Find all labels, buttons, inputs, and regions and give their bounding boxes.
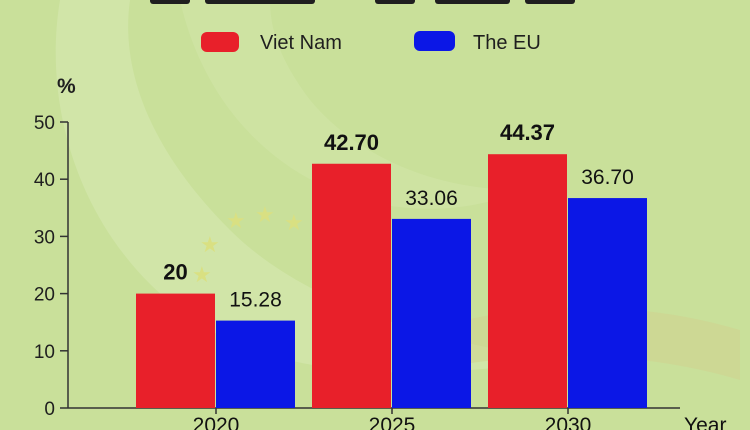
data-label: 15.28 [229, 289, 282, 312]
x-axis-title: Year [684, 414, 726, 430]
y-tick-label: 30 [34, 227, 55, 248]
star-icon: ★ [284, 210, 304, 235]
y-ticks: 0 10 20 30 40 50 [34, 113, 68, 420]
data-label: 44.37 [500, 120, 555, 145]
legend-label-viet-nam: Viet Nam [260, 32, 342, 54]
y-tick-label: 0 [44, 399, 55, 420]
y-tick-label: 10 [34, 342, 55, 363]
legend-label-the-eu: The EU [473, 32, 541, 54]
star-icon: ★ [200, 232, 220, 257]
legend-swatch-the-eu [414, 31, 455, 51]
data-label: 42.70 [324, 130, 379, 155]
x-categories: 2020 2025 2030 [193, 408, 592, 430]
y-tick-label: 40 [34, 170, 55, 191]
star-icon: ★ [255, 202, 275, 227]
star-icon: ★ [192, 262, 212, 287]
legend-swatch-viet-nam [201, 32, 239, 52]
bar-the-eu-2020 [216, 320, 295, 408]
data-label: 20 [163, 260, 187, 285]
x-category-label: 2020 [193, 414, 240, 430]
legend: Viet Nam The EU [201, 31, 541, 54]
x-category-label: 2030 [545, 414, 592, 430]
cropped-title-fragment [150, 0, 575, 4]
x-category-label: 2025 [369, 414, 416, 430]
bar-viet-nam-2030 [488, 154, 567, 408]
bar-the-eu-2030 [568, 198, 647, 408]
data-label: 33.06 [405, 187, 458, 210]
bar-viet-nam-2025 [312, 163, 391, 408]
bar-viet-nam-2020 [136, 293, 215, 408]
data-label: 36.70 [581, 166, 634, 189]
bars: 20 15.28 42.70 33.06 44.37 36.70 [136, 120, 647, 408]
y-tick-label: 20 [34, 285, 55, 306]
star-icon: ★ [226, 208, 246, 233]
bar-the-eu-2025 [392, 218, 471, 408]
y-tick-label: 50 [34, 113, 55, 134]
y-axis-unit: % [57, 75, 76, 98]
